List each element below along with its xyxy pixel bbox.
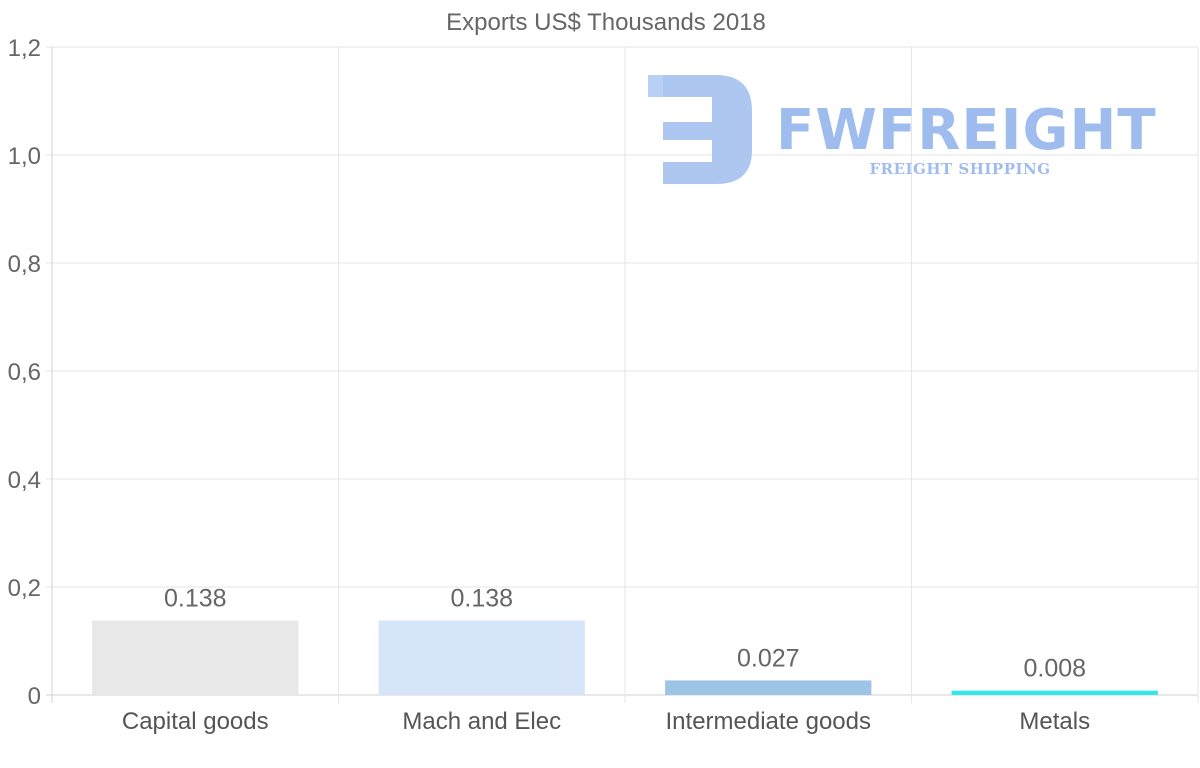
x-category-label: Metals (1019, 708, 1090, 735)
fwfreight-watermark: FWFREIGHT FREIGHT SHIPPING (648, 75, 1157, 184)
bar-value-label: 0.008 (1023, 655, 1086, 683)
y-tick-label: 0 (28, 683, 41, 710)
fwfreight-logo-icon (648, 75, 752, 184)
x-category-label: Intermediate goods (666, 708, 871, 735)
bars (92, 620, 1158, 695)
y-tick-label: 0,4 (8, 467, 41, 494)
watermark-tagline: FREIGHT SHIPPING (869, 160, 1050, 178)
y-tick-label: 0,8 (8, 251, 41, 278)
bar (92, 620, 299, 695)
bar-value-label: 0.138 (450, 584, 513, 612)
y-axis-ticks: 0 0,2 0,4 0,6 0,8 1,0 1,2 (8, 35, 41, 710)
x-category-label: Mach and Elec (402, 708, 561, 735)
y-tick-label: 0,2 (8, 575, 41, 602)
gridlines (46, 46, 1199, 703)
bar (665, 680, 872, 695)
value-labels: 0.138 0.138 0.027 0.008 (164, 584, 1086, 682)
y-tick-label: 0,6 (8, 359, 41, 386)
x-category-label: Capital goods (122, 708, 269, 735)
chart-title: Exports US$ Thousands 2018 (446, 9, 766, 36)
watermark-brand: FWFREIGHT (776, 98, 1157, 163)
bar (378, 620, 585, 695)
x-axis-categories: Capital goods Mach and Elec Intermediate g… (122, 708, 1090, 735)
y-tick-label: 1,2 (8, 35, 41, 62)
y-tick-label: 1,0 (8, 143, 41, 170)
bar-value-label: 0.027 (737, 644, 800, 672)
bar (951, 690, 1158, 695)
bar-value-label: 0.138 (164, 584, 227, 612)
